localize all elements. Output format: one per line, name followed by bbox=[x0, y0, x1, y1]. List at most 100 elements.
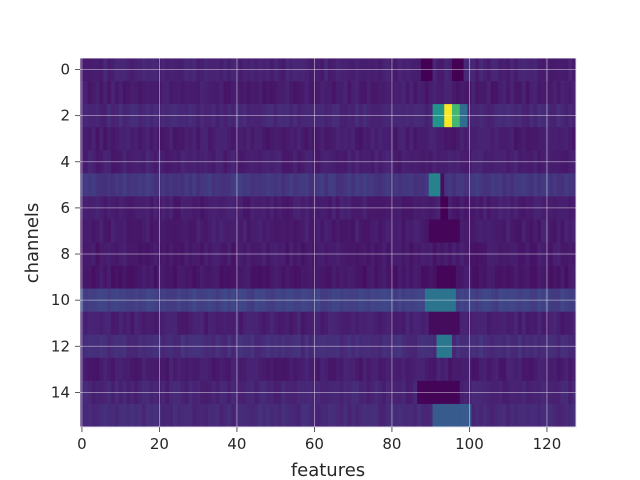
heatmap-cell bbox=[382, 173, 387, 197]
heatmap-cell bbox=[111, 173, 116, 197]
heatmap-cell bbox=[366, 403, 371, 428]
heatmap-cell bbox=[452, 265, 457, 289]
heatmap-cell bbox=[227, 357, 232, 382]
heatmap-cell bbox=[479, 311, 484, 336]
heatmap-cell bbox=[138, 357, 143, 382]
heatmap-cell bbox=[405, 127, 410, 151]
heatmap-cell bbox=[521, 311, 526, 336]
heatmap-cell bbox=[552, 357, 557, 382]
heatmap-cell bbox=[521, 219, 526, 243]
heatmap-cell bbox=[463, 403, 468, 428]
heatmap-cell bbox=[382, 357, 387, 382]
heatmap-cell bbox=[424, 219, 430, 243]
heatmap-cell bbox=[297, 127, 302, 151]
heatmap-cell bbox=[153, 173, 158, 197]
heatmap-cell bbox=[176, 403, 182, 428]
heatmap-cell bbox=[153, 311, 158, 336]
heatmap-cell bbox=[103, 265, 108, 289]
heatmap-cell bbox=[475, 403, 480, 428]
heatmap-cell bbox=[285, 311, 290, 336]
heatmap-cell bbox=[490, 311, 495, 336]
heatmap-cell bbox=[521, 357, 526, 382]
heatmap-cell bbox=[552, 265, 557, 289]
heatmap-cell bbox=[397, 81, 402, 105]
heatmap-cell bbox=[246, 403, 251, 428]
heatmap-cell bbox=[297, 311, 302, 336]
heatmap-cell bbox=[479, 173, 484, 197]
heatmap-cell bbox=[83, 219, 89, 243]
heatmap-cell bbox=[331, 173, 337, 197]
heatmap-cell bbox=[560, 173, 565, 197]
heatmap-cell bbox=[196, 311, 201, 336]
heatmap-cell bbox=[269, 127, 275, 151]
heatmap-cell bbox=[145, 357, 151, 382]
heatmap-cell bbox=[459, 81, 464, 105]
heatmap-cell bbox=[510, 127, 515, 151]
heatmap-cell bbox=[362, 173, 368, 197]
heatmap-cell bbox=[502, 173, 507, 197]
heatmap-cell bbox=[568, 357, 573, 382]
heatmap-cell bbox=[455, 127, 461, 151]
heatmap-cell bbox=[149, 81, 154, 105]
heatmap-cell bbox=[521, 265, 526, 289]
heatmap-cell bbox=[320, 173, 325, 197]
heatmap-cell bbox=[223, 219, 228, 243]
heatmap-cell bbox=[246, 219, 251, 243]
heatmap-cell bbox=[374, 127, 379, 151]
heatmap-cell bbox=[436, 173, 441, 197]
heatmap-cell bbox=[374, 81, 379, 105]
heatmap-cell bbox=[145, 81, 151, 105]
heatmap-cell bbox=[246, 173, 251, 197]
heatmap-cell bbox=[250, 311, 255, 336]
heatmap-cell bbox=[316, 265, 321, 289]
heatmap-cell bbox=[541, 265, 546, 289]
heatmap-cell bbox=[207, 265, 213, 289]
heatmap-cell bbox=[169, 81, 174, 105]
heatmap-cell bbox=[370, 265, 375, 289]
heatmap-cell bbox=[231, 403, 236, 428]
heatmap-cell bbox=[355, 357, 360, 382]
heatmap-cell bbox=[452, 173, 457, 197]
heatmap-cell bbox=[572, 311, 577, 336]
heatmap-cell bbox=[564, 265, 569, 289]
heatmap-cell bbox=[432, 403, 437, 428]
heatmap-cell bbox=[297, 173, 302, 197]
heatmap-cell bbox=[138, 127, 143, 151]
heatmap-cell bbox=[533, 173, 538, 197]
heatmap-cell bbox=[397, 219, 402, 243]
heatmap-cell bbox=[262, 81, 267, 105]
heatmap-cell bbox=[281, 265, 286, 289]
heatmap-cell bbox=[304, 127, 309, 151]
heatmap-cell bbox=[328, 265, 333, 289]
x-tick-label: 80 bbox=[382, 435, 401, 453]
heatmap-cell bbox=[393, 81, 399, 105]
heatmap-cell bbox=[401, 173, 406, 197]
heatmap-cell bbox=[269, 81, 275, 105]
heatmap-cell bbox=[413, 219, 418, 243]
heatmap-cell bbox=[440, 81, 445, 105]
heatmap-cell bbox=[564, 311, 569, 336]
heatmap-cell bbox=[479, 81, 484, 105]
heatmap-cell bbox=[107, 265, 112, 289]
heatmap-cell bbox=[118, 173, 123, 197]
heatmap-cell bbox=[517, 81, 523, 105]
heatmap-cell bbox=[219, 357, 224, 382]
heatmap-cell bbox=[455, 219, 461, 243]
heatmap-cell bbox=[142, 173, 147, 197]
heatmap-cell bbox=[514, 265, 519, 289]
heatmap-cell bbox=[95, 265, 100, 289]
heatmap-cell bbox=[362, 403, 368, 428]
heatmap-cell bbox=[130, 403, 135, 428]
heatmap-cell bbox=[436, 357, 441, 382]
heatmap-cell bbox=[556, 357, 561, 382]
y-tick-label: 14 bbox=[51, 383, 70, 401]
heatmap-cell bbox=[300, 311, 306, 336]
heatmap-cell bbox=[564, 219, 569, 243]
heatmap-cell bbox=[200, 265, 205, 289]
heatmap-cell bbox=[130, 81, 135, 105]
heatmap-cell bbox=[510, 219, 515, 243]
heatmap-cell bbox=[215, 265, 220, 289]
heatmap-cell bbox=[184, 219, 189, 243]
heatmap-cell bbox=[486, 81, 492, 105]
heatmap-cell bbox=[223, 265, 228, 289]
